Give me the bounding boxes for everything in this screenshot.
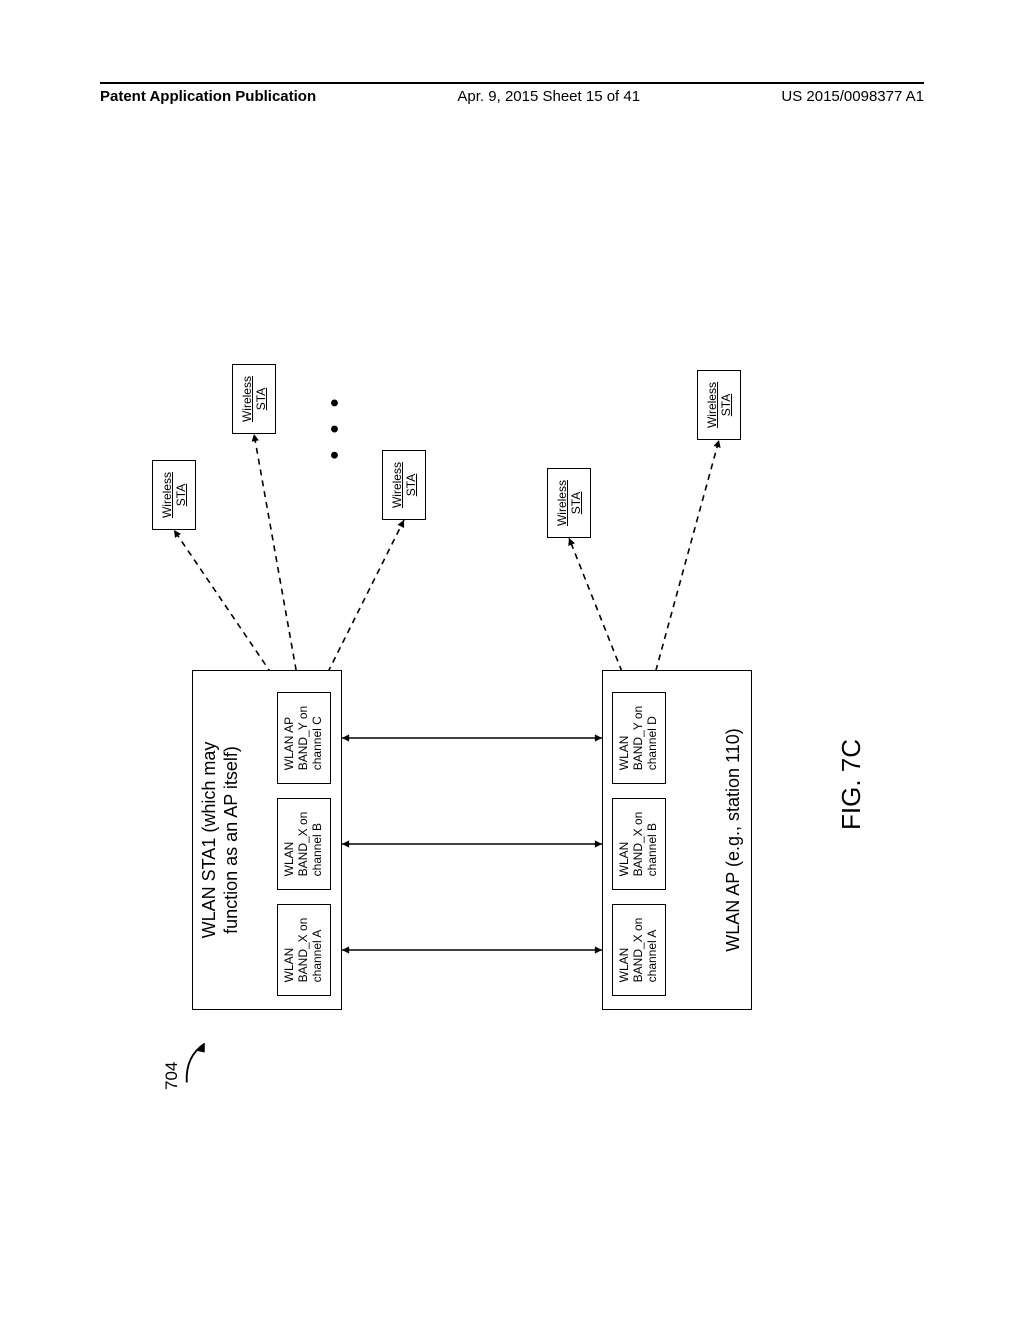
reference-numeral: 704: [162, 1030, 182, 1090]
wireless-sta-node-4: Wireless STA: [697, 370, 741, 440]
ellipsis-icon: ● ● ●: [326, 392, 344, 460]
ap-radio-0: WLAN BAND_X on channel A: [612, 904, 666, 996]
sta1-radio-0: WLAN BAND_X on channel A: [277, 904, 331, 996]
wireless-sta-node-0: Wireless STA: [152, 460, 196, 530]
reference-numeral-group: 704: [162, 1030, 225, 1090]
figure-sheet: 704 WLAN STA1 (which may function as an …: [100, 190, 924, 1170]
sta1-radio-1: WLAN BAND_X on channel B: [277, 798, 331, 890]
ap-radio-2: WLAN BAND_Y on channel D: [612, 692, 666, 784]
sta1-radio-2: WLAN AP BAND_Y on channel C: [277, 692, 331, 784]
rotated-figure: 704 WLAN STA1 (which may function as an …: [142, 240, 882, 1120]
wireless-sta-label-4: Wireless STA: [705, 382, 734, 428]
reference-arrow-icon: [182, 1030, 220, 1090]
wireless-sta-node-2: Wireless STA: [382, 450, 426, 520]
header-left: Patent Application Publication: [100, 88, 316, 105]
wireless-sta-label-0: Wireless STA: [160, 472, 189, 518]
header-center: Apr. 9, 2015 Sheet 15 of 41: [457, 88, 640, 105]
wireless-sta-node-1: Wireless STA: [232, 364, 276, 434]
ap-title: WLAN AP (e.g., station 110): [723, 671, 745, 1009]
wireless-sta-label-2: Wireless STA: [390, 462, 419, 508]
page-header: Patent Application Publication Apr. 9, 2…: [100, 82, 924, 105]
sta1-title: WLAN STA1 (which may function as an AP i…: [199, 671, 242, 1009]
figure-label: FIG. 7C: [836, 739, 867, 830]
wireless-sta-node-3: Wireless STA: [547, 468, 591, 538]
wireless-sta-label-3: Wireless STA: [555, 480, 584, 526]
ap-radio-1: WLAN BAND_X on channel B: [612, 798, 666, 890]
wireless-sta-label-1: Wireless STA: [240, 376, 269, 422]
header-right: US 2015/0098377 A1: [781, 88, 924, 105]
